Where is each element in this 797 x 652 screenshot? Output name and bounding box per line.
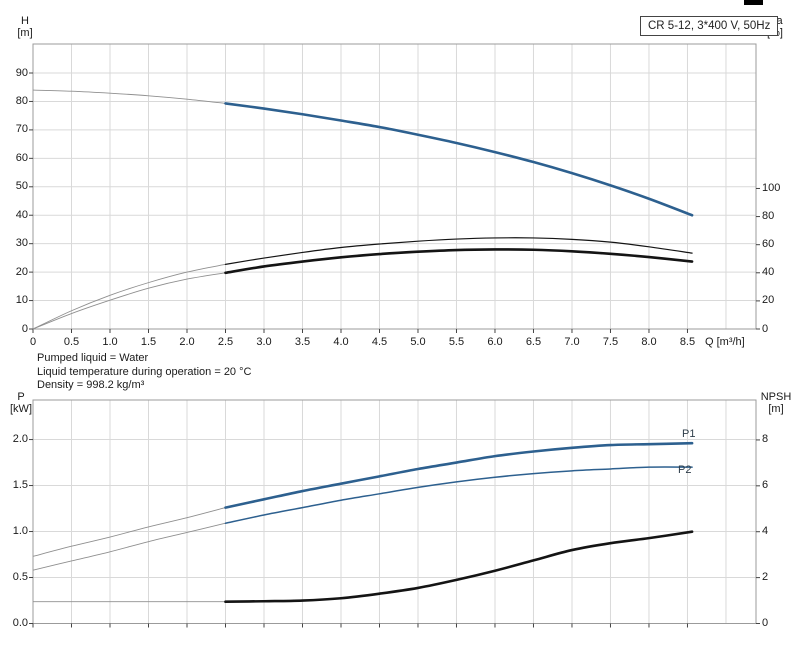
p-axis-unit-text: [kW] — [10, 403, 32, 415]
p1-curve-label: P1 — [682, 428, 696, 440]
y-left-tick-label: 0.0 — [12, 617, 28, 629]
y-right-tick-label: 0 — [762, 617, 769, 629]
y-left-tick-label: 0.5 — [12, 571, 28, 583]
liquid-info-block: Pumped liquid = Water Liquid temperature… — [37, 352, 251, 393]
y-left-tick-label: 90 — [15, 66, 28, 79]
p2-curve-label: P2 — [678, 464, 692, 476]
y-right-tick-label: 40 — [762, 266, 775, 279]
x-tick-label: 1.5 — [140, 336, 157, 348]
y-left-tick-label: 0 — [21, 322, 28, 335]
x-tick-label: 3.0 — [256, 336, 272, 348]
eta-pump-curve-extension — [32, 263, 226, 330]
pump-type-box: CR 5-12, 3*400 V, 50Hz — [640, 16, 779, 36]
y-left-tick-label: 1.0 — [12, 525, 28, 538]
x-tick-label: 7.0 — [564, 336, 580, 348]
P2-curve — [224, 466, 693, 524]
x-tick-label: 2.5 — [217, 336, 234, 348]
q-axis-title: Q [m³/h] — [705, 336, 745, 348]
x-tick-label: 7.5 — [602, 336, 619, 348]
y-left-tick-label: 40 — [15, 208, 28, 221]
y-right-tick-label: 0 — [762, 322, 769, 335]
p-axis-title-text: P — [17, 391, 25, 403]
x-tick-label: 8.5 — [679, 336, 696, 348]
y-left-tick-label: 20 — [15, 265, 28, 278]
x-tick-label: 2.0 — [179, 336, 195, 348]
eta-pump-motor-curve — [224, 248, 694, 275]
NPSH-curve — [224, 530, 694, 604]
y-right-tick-label: 100 — [762, 181, 781, 194]
npsh-axis-title-text: NPSH — [760, 391, 792, 403]
y-right-tick-label: 80 — [762, 210, 775, 223]
x-tick-label: 6.5 — [525, 336, 542, 348]
npsh-axis-title: NPSH [m] — [756, 391, 796, 415]
H-curve — [224, 102, 694, 217]
npsh-axis-unit-text: [m] — [768, 403, 784, 415]
p-axis-title: P [kW] — [6, 391, 36, 415]
y-right-tick-label: 2 — [762, 571, 769, 584]
y-right-tick-label: 8 — [762, 433, 769, 446]
x-tick-label: 4.0 — [333, 336, 349, 348]
x-tick-label: 1.0 — [102, 336, 118, 348]
y-right-tick-label: 4 — [762, 525, 769, 538]
x-tick-label: 6.0 — [487, 336, 503, 348]
P1-curve — [224, 441, 694, 509]
x-tick-label: 4.5 — [371, 336, 388, 348]
x-tick-label: 0.5 — [63, 336, 80, 348]
y-left-tick-label: 70 — [15, 123, 28, 136]
y-left-tick-label: 60 — [15, 151, 28, 164]
x-tick-label: 5.0 — [410, 336, 426, 348]
x-tick-label: 0 — [29, 336, 37, 348]
P1-curve-extension — [32, 507, 226, 557]
y-left-tick-label: 50 — [15, 180, 28, 193]
y-right-tick-label: 6 — [762, 479, 769, 492]
H-curve-extension — [32, 89, 226, 104]
P2-curve-extension — [32, 522, 226, 571]
eta-pump-curve — [224, 237, 693, 265]
y-left-tick-label: 2.0 — [12, 433, 28, 446]
top-corner-bar — [744, 0, 763, 5]
info-line-density: Density = 998.2 kg/m³ — [37, 379, 145, 391]
x-tick-label: 8.0 — [641, 336, 657, 348]
x-tick-label: 3.5 — [294, 336, 311, 348]
y-right-tick-label: 20 — [762, 294, 775, 307]
y-left-tick-label: 1.5 — [12, 479, 28, 492]
y-left-tick-label: 80 — [15, 94, 28, 107]
h-axis-title: H [m] — [10, 15, 40, 39]
h-axis-unit-text: [m] — [17, 27, 33, 39]
info-line-pumped-liquid: Pumped liquid = Water — [37, 352, 149, 364]
h-axis-title-text: H — [21, 15, 29, 27]
y-right-tick-label: 60 — [762, 238, 775, 251]
eta-pump-motor-curve-extension — [32, 272, 226, 330]
y-left-tick-label: 30 — [15, 237, 28, 250]
x-tick-label: 5.5 — [448, 336, 465, 348]
info-line-temperature: Liquid temperature during operation = 20… — [37, 365, 252, 378]
y-left-tick-label: 10 — [15, 294, 28, 307]
